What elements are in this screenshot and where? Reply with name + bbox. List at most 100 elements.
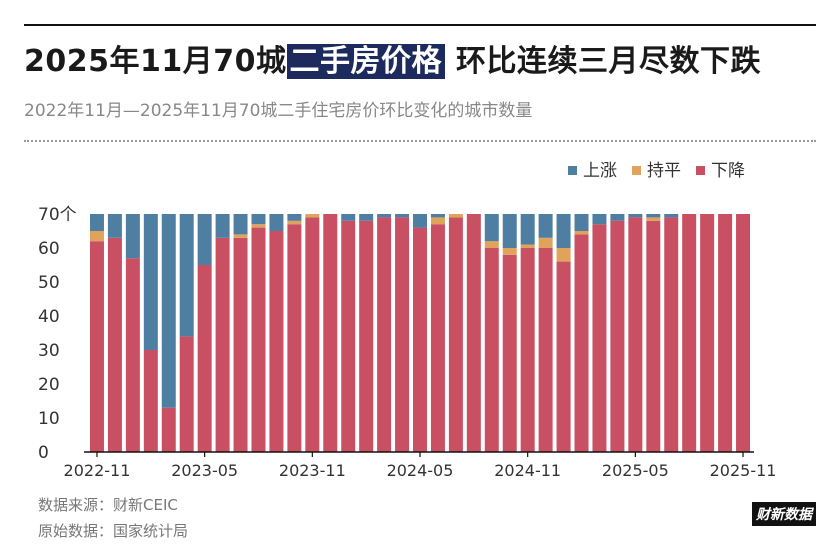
bar-segment-下降	[251, 227, 266, 452]
x-tick-label: 2024-11	[494, 461, 561, 480]
title-prefix: 2025年11月70城	[24, 44, 287, 79]
bar-segment-上涨	[646, 214, 661, 218]
x-tick-label: 2024-05	[387, 461, 454, 480]
bar-segment-持平	[520, 244, 535, 248]
bar-segment-持平	[448, 214, 463, 218]
bar-segment-上涨	[341, 214, 356, 221]
title-suffix: 环比连续三月尽数下跌	[445, 44, 761, 79]
x-tick-label: 2025-05	[602, 461, 669, 480]
bar-segment-下降	[700, 214, 715, 452]
bar-segment-上涨	[161, 214, 176, 408]
page-title: 2025年11月70城 二手房价格 环比连续三月尽数下跌	[24, 40, 761, 84]
bar-segment-下降	[628, 217, 643, 452]
bar-segment-下降	[664, 217, 679, 452]
bar-segment-上涨	[197, 214, 212, 265]
bar-segment-下降	[682, 214, 697, 452]
bar-segment-下降	[574, 234, 589, 452]
bar-segment-下降	[179, 336, 194, 452]
bar-segment-下降	[610, 220, 625, 452]
x-tick-label: 2023-05	[171, 461, 238, 480]
bar-segment-上涨	[395, 214, 410, 218]
y-tick-label: 10	[38, 409, 60, 429]
bar-segment-下降	[646, 220, 661, 452]
page-subtitle: 2022年11月—2025年11月70城二手住宅房价环比变化的城市数量	[24, 101, 533, 121]
bar-segment-持平	[556, 248, 571, 262]
bar-segment-持平	[233, 234, 248, 238]
bar-segment-下降	[359, 220, 374, 452]
bar-segment-持平	[502, 248, 517, 255]
legend-swatch-2	[696, 166, 705, 175]
bar-segment-持平	[484, 241, 499, 248]
legend-label-1: 持平	[647, 161, 681, 181]
bar-segment-下降	[413, 227, 427, 452]
bar-segment-上涨	[574, 214, 589, 231]
bar-segment-下降	[430, 224, 445, 452]
y-tick-label: 40	[38, 307, 60, 327]
bar-segment-上涨	[628, 214, 643, 218]
bar-segment-持平	[287, 220, 302, 225]
bar-segment-下降	[448, 217, 463, 452]
bar-segment-下降	[538, 248, 553, 452]
bar-segment-上涨	[359, 214, 374, 221]
bar-segment-下降	[323, 214, 338, 452]
bar-segment-下降	[305, 217, 320, 452]
bar-segment-持平	[538, 237, 553, 248]
bar-segment-上涨	[215, 214, 230, 238]
bar-segment-下降	[161, 407, 176, 452]
raw-data-source: 原始数据：国家统计局	[38, 522, 189, 540]
bar-segment-上涨	[89, 214, 104, 231]
bar-segment-下降	[592, 224, 607, 452]
bar-segment-上涨	[233, 214, 248, 235]
legend-label-0: 上涨	[583, 161, 617, 181]
bar-segment-下降	[718, 214, 733, 452]
bar-segment-持平	[646, 217, 661, 221]
bar-segment-上涨	[610, 214, 625, 221]
x-tick-label: 2025-11	[710, 461, 777, 480]
bar-segment-下降	[197, 265, 212, 452]
bar-segment-上涨	[538, 214, 553, 238]
bar-segment-下降	[89, 241, 104, 452]
bar-segment-上涨	[430, 214, 445, 218]
bar-segment-持平	[305, 214, 320, 218]
bar-segment-持平	[574, 231, 589, 235]
bar-segment-上涨	[413, 214, 427, 228]
bar-segment-下降	[233, 237, 248, 452]
bar-segment-持平	[89, 231, 104, 242]
bar-segment-上涨	[107, 214, 122, 238]
bar-segment-下降	[736, 214, 751, 452]
bar-segment-下降	[466, 214, 481, 452]
bar-segment-上涨	[520, 214, 535, 245]
bar-segment-上涨	[502, 214, 517, 248]
y-tick-label: 50	[38, 273, 60, 293]
bar-segment-上涨	[251, 214, 266, 225]
bar-segment-上涨	[125, 214, 140, 259]
bar-segment-上涨	[484, 214, 499, 242]
bar-segment-下降	[215, 237, 230, 452]
bar-segment-上涨	[269, 214, 284, 231]
y-tick-label: 70个	[38, 205, 77, 225]
bar-segment-上涨	[143, 214, 158, 350]
legend-swatch-1	[632, 166, 641, 175]
bar-segment-下降	[520, 248, 535, 452]
brand-logo: 财新数据	[752, 502, 816, 526]
bar-segment-下降	[484, 248, 499, 452]
bar-segment-持平	[430, 217, 445, 225]
bar-segment-下降	[556, 261, 571, 452]
legend-swatch-0	[568, 166, 577, 175]
dotted-divider	[24, 140, 816, 142]
y-tick-label: 30	[38, 341, 60, 361]
bar-segment-上涨	[179, 214, 194, 337]
legend-label-2: 下降	[711, 161, 745, 181]
y-tick-label: 60	[38, 239, 60, 259]
bar-segment-下降	[502, 254, 517, 452]
bar-segment-持平	[251, 224, 266, 228]
x-tick-label: 2023-11	[279, 461, 346, 480]
bar-segment-上涨	[592, 214, 607, 225]
title-highlight: 二手房价格	[286, 44, 445, 79]
bar-segment-下降	[269, 231, 284, 452]
bar-segment-上涨	[664, 214, 679, 218]
bar-segment-下降	[341, 220, 356, 452]
top-rule	[24, 24, 816, 26]
bar-segment-下降	[143, 350, 158, 452]
bar-segment-上涨	[377, 214, 392, 218]
